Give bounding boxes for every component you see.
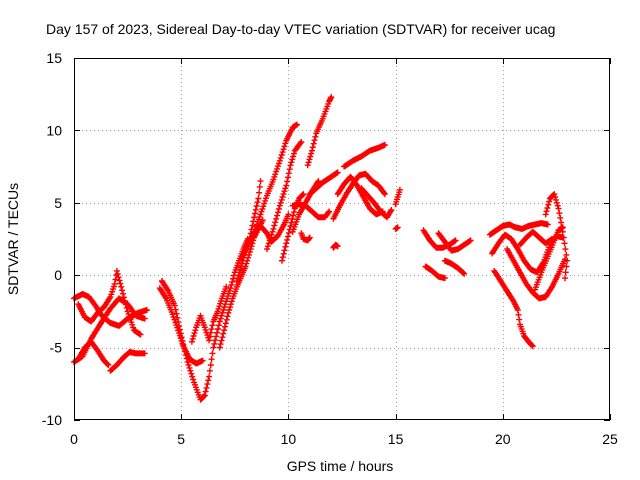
series-arc-13 (264, 139, 305, 253)
plus-markers (330, 241, 341, 251)
tick-labels: 0 5 10 15 20 25 -10 -5 0 5 10 15 (42, 50, 618, 447)
x-axis-label: GPS time / hours (287, 458, 394, 474)
plus-markers (542, 191, 571, 282)
plus-markers (392, 224, 401, 232)
plus-markers (491, 267, 536, 350)
x-tick-label: 5 (177, 431, 185, 447)
plus-markers (330, 170, 388, 222)
plus-markers (422, 263, 448, 282)
plus-markers (75, 338, 112, 368)
plus-markers (304, 94, 335, 169)
series-arc-24 (330, 241, 341, 251)
plus-markers (251, 121, 300, 235)
series-arc-17 (306, 169, 341, 198)
plus-markers (435, 230, 474, 254)
series-arc-27 (420, 227, 459, 251)
series-arc-31 (486, 220, 551, 238)
series-arc-18 (289, 201, 333, 221)
series-arc-30 (441, 257, 468, 277)
series-arc-3 (75, 267, 144, 338)
plot-frame (74, 58, 610, 420)
plus-markers (341, 141, 388, 170)
series-arc-5 (107, 348, 148, 374)
series-arc-23 (358, 185, 395, 221)
series-arc-4 (75, 338, 112, 368)
series-arc-34 (504, 246, 568, 302)
plus-markers (107, 348, 148, 374)
x-tick-label: 25 (602, 431, 618, 447)
y-tick-label: 10 (46, 122, 62, 138)
series-arc-19 (298, 230, 313, 244)
plus-markers (158, 236, 251, 403)
grid-lines (74, 58, 610, 420)
series-arc-8 (188, 283, 230, 345)
series-arc-37 (517, 228, 556, 248)
plus-markers (517, 228, 556, 248)
y-tick-label: -5 (50, 340, 63, 356)
series-arc-7 (158, 236, 251, 403)
y-tick-label: 5 (54, 195, 62, 211)
series-arc-22 (341, 141, 388, 170)
series-arc-25 (392, 186, 403, 208)
plus-markers (75, 267, 144, 338)
plus-markers (334, 173, 386, 218)
series-arc-36 (542, 191, 571, 282)
plus-markers (532, 224, 566, 293)
x-tick-label: 15 (388, 431, 404, 447)
series-arc-33 (491, 267, 536, 350)
series-arc-9 (216, 217, 266, 351)
y-axis-label: SDTVAR / TECUs (5, 183, 21, 295)
series-arc-29 (435, 230, 474, 254)
plus-markers (298, 230, 313, 244)
series-arc-20 (330, 170, 388, 222)
series-arc-16 (304, 94, 335, 169)
plus-markers (238, 211, 292, 263)
plus-markers (420, 227, 459, 251)
y-tick-label: 0 (54, 267, 62, 283)
plus-markers (188, 283, 230, 345)
plus-markers (441, 257, 468, 277)
plus-markers (264, 139, 305, 253)
y-tick-label: 15 (46, 50, 62, 66)
x-tick-label: 20 (495, 431, 511, 447)
series-arc-26 (392, 224, 401, 232)
series-arc-12 (251, 121, 300, 235)
plus-markers (504, 246, 568, 302)
chart-title: Day 157 of 2023, Sidereal Day-to-day VTE… (46, 21, 555, 37)
plus-markers (289, 201, 333, 221)
plus-markers (306, 169, 341, 198)
series-arc-21 (334, 173, 386, 218)
plus-markers (216, 217, 266, 351)
plus-markers (358, 185, 395, 221)
series-arc-28 (422, 263, 448, 282)
y-tick-label: -10 (42, 412, 62, 428)
axis-ticks (74, 58, 611, 421)
data-series (71, 94, 571, 403)
series-arc-35 (532, 224, 566, 293)
plus-markers (392, 186, 403, 208)
x-tick-label: 0 (70, 431, 78, 447)
plus-markers (486, 220, 551, 238)
series-arc-11 (238, 211, 292, 263)
x-tick-label: 10 (281, 431, 297, 447)
